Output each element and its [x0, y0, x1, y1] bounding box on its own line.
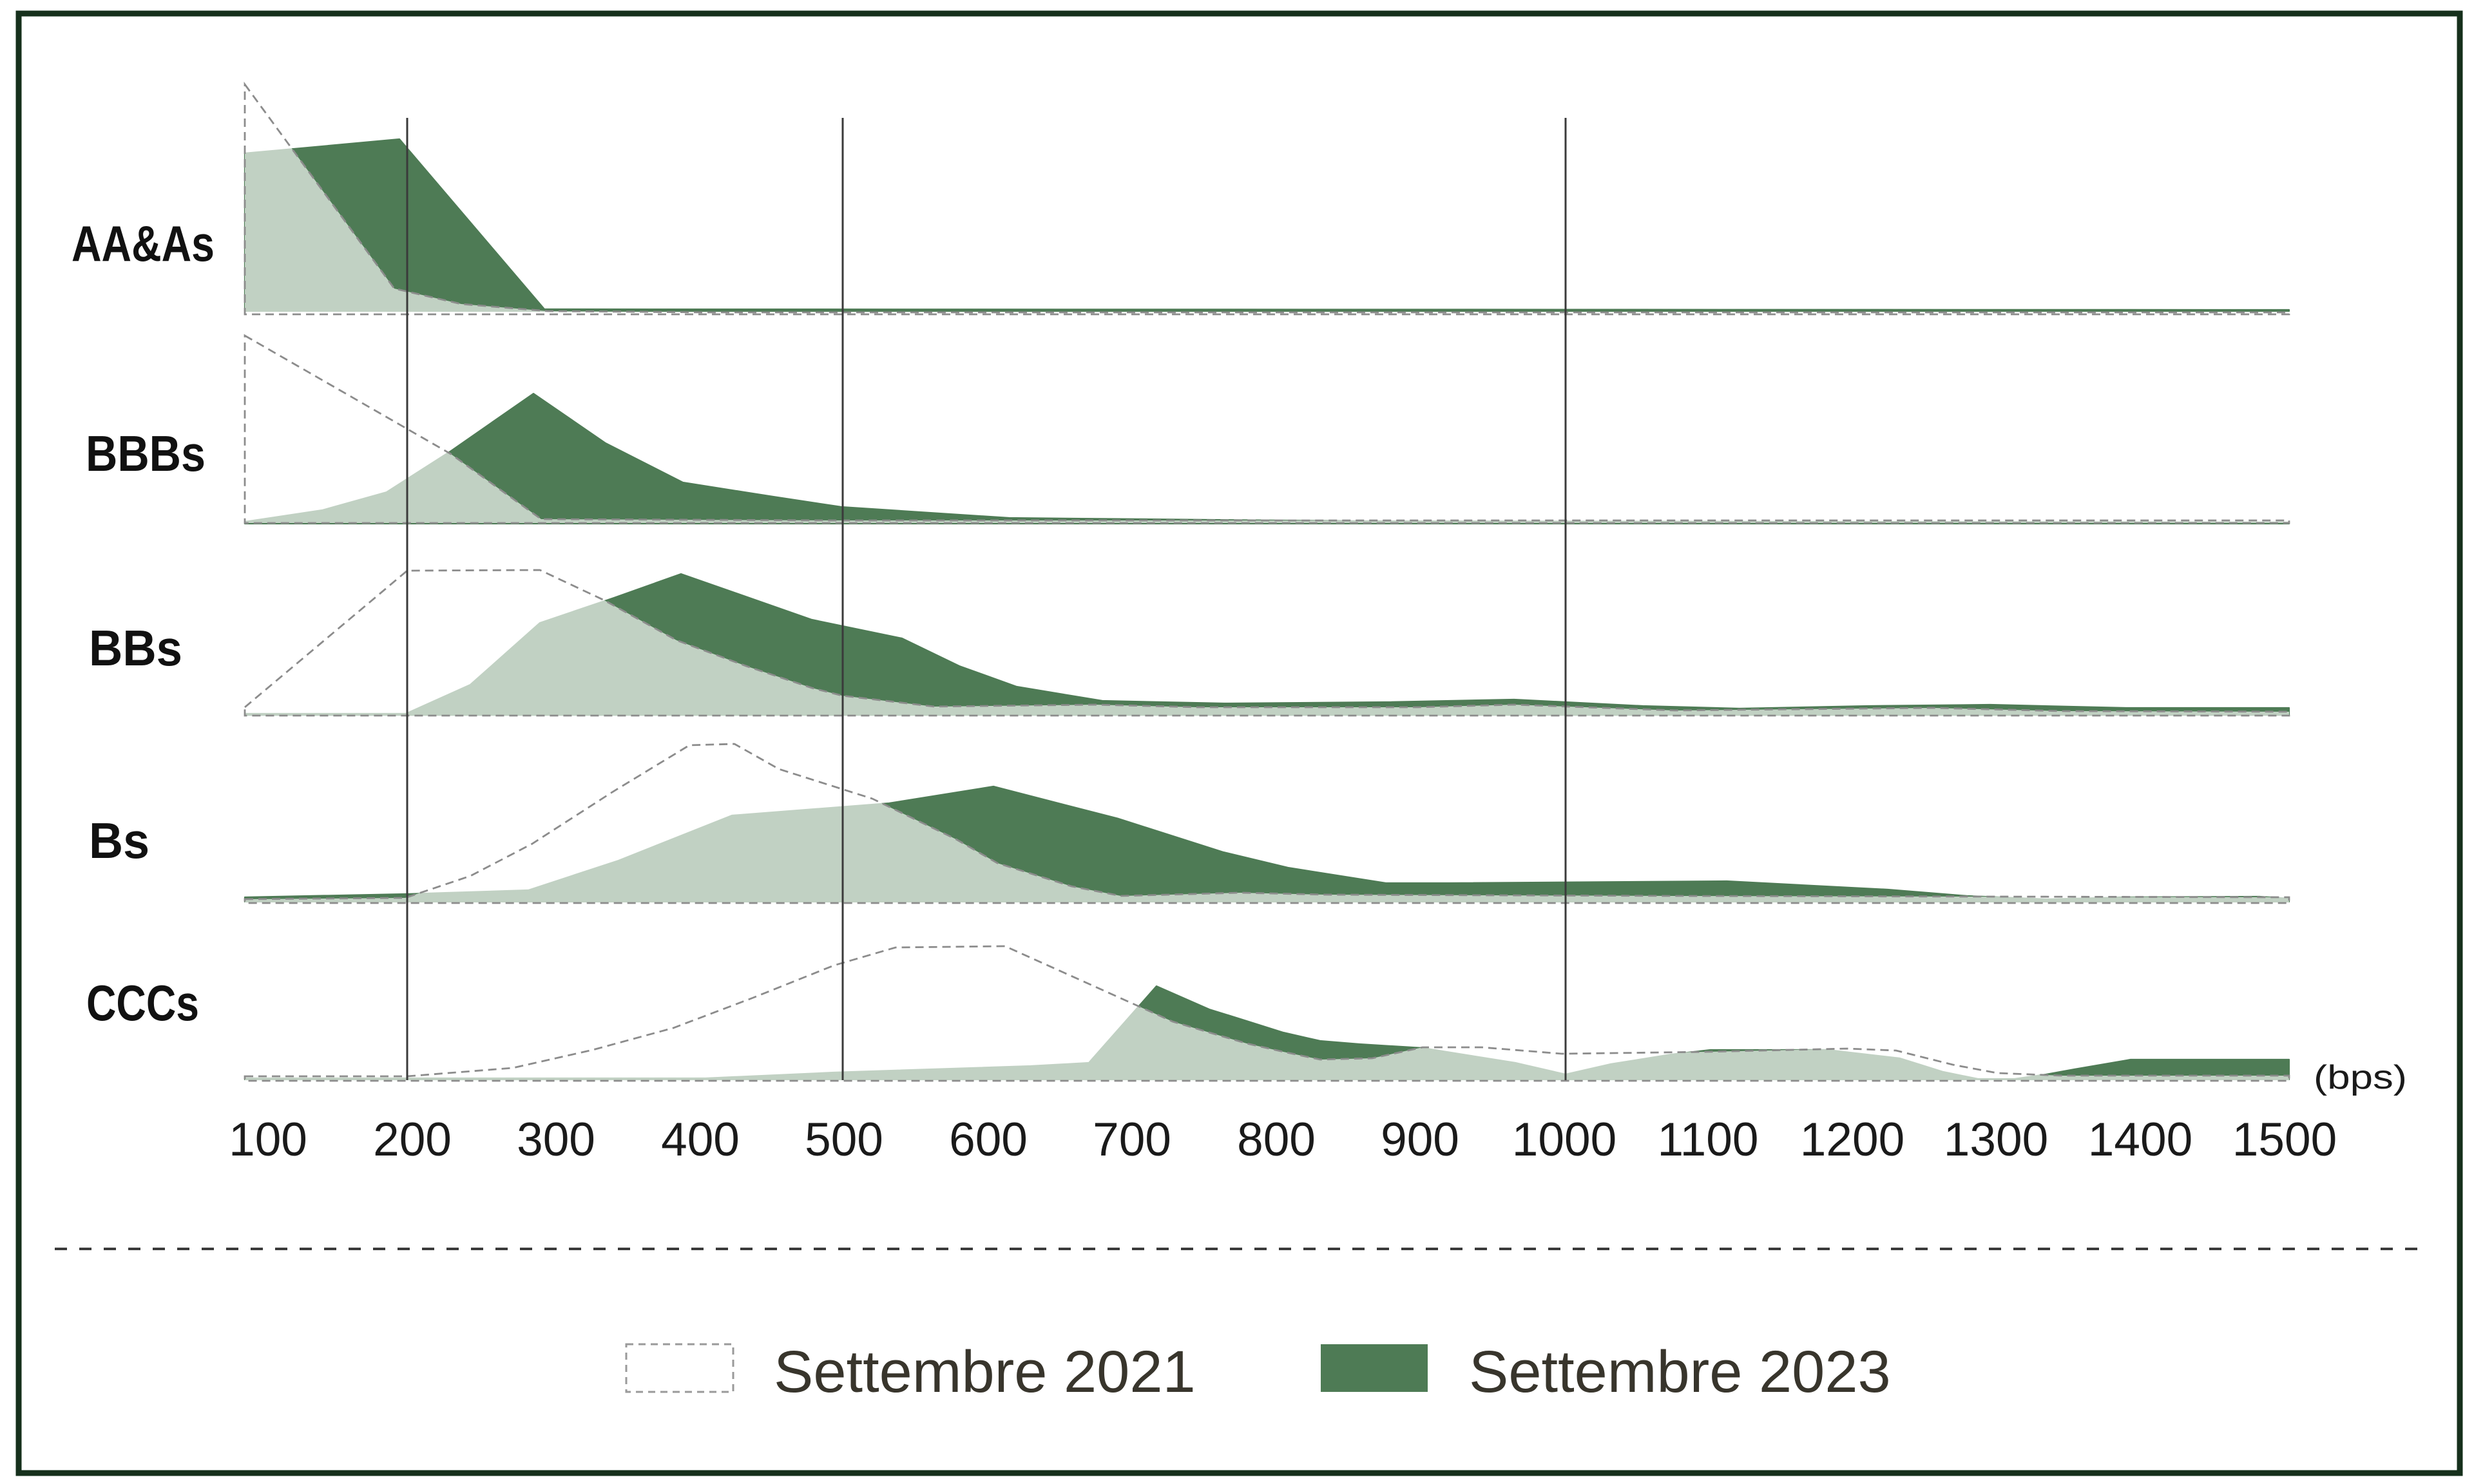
svg-text:1500: 1500: [2232, 1114, 2337, 1166]
svg-text:700: 700: [1093, 1114, 1171, 1166]
svg-text:1100: 1100: [1658, 1114, 1759, 1166]
svg-text:(bps): (bps): [2314, 1059, 2407, 1096]
svg-text:Settembre 2023: Settembre 2023: [1469, 1339, 1891, 1405]
svg-text:1400: 1400: [2088, 1114, 2192, 1166]
svg-text:1000: 1000: [1512, 1114, 1616, 1166]
svg-text:600: 600: [949, 1114, 1028, 1166]
svg-text:BBBs: BBBs: [86, 425, 206, 482]
svg-text:AA&As: AA&As: [72, 215, 215, 272]
svg-text:400: 400: [661, 1114, 740, 1166]
svg-text:900: 900: [1381, 1114, 1459, 1166]
svg-text:800: 800: [1237, 1114, 1316, 1166]
svg-text:Settembre 2021: Settembre 2021: [774, 1339, 1196, 1405]
svg-text:200: 200: [373, 1114, 452, 1166]
svg-text:Bs: Bs: [89, 812, 149, 869]
svg-text:300: 300: [517, 1114, 595, 1166]
svg-text:1200: 1200: [1800, 1114, 1904, 1166]
svg-text:CCCs: CCCs: [86, 975, 199, 1031]
svg-text:BBs: BBs: [89, 620, 182, 676]
svg-text:100: 100: [229, 1114, 307, 1166]
svg-text:1300: 1300: [1944, 1114, 2048, 1166]
svg-text:500: 500: [805, 1114, 883, 1166]
